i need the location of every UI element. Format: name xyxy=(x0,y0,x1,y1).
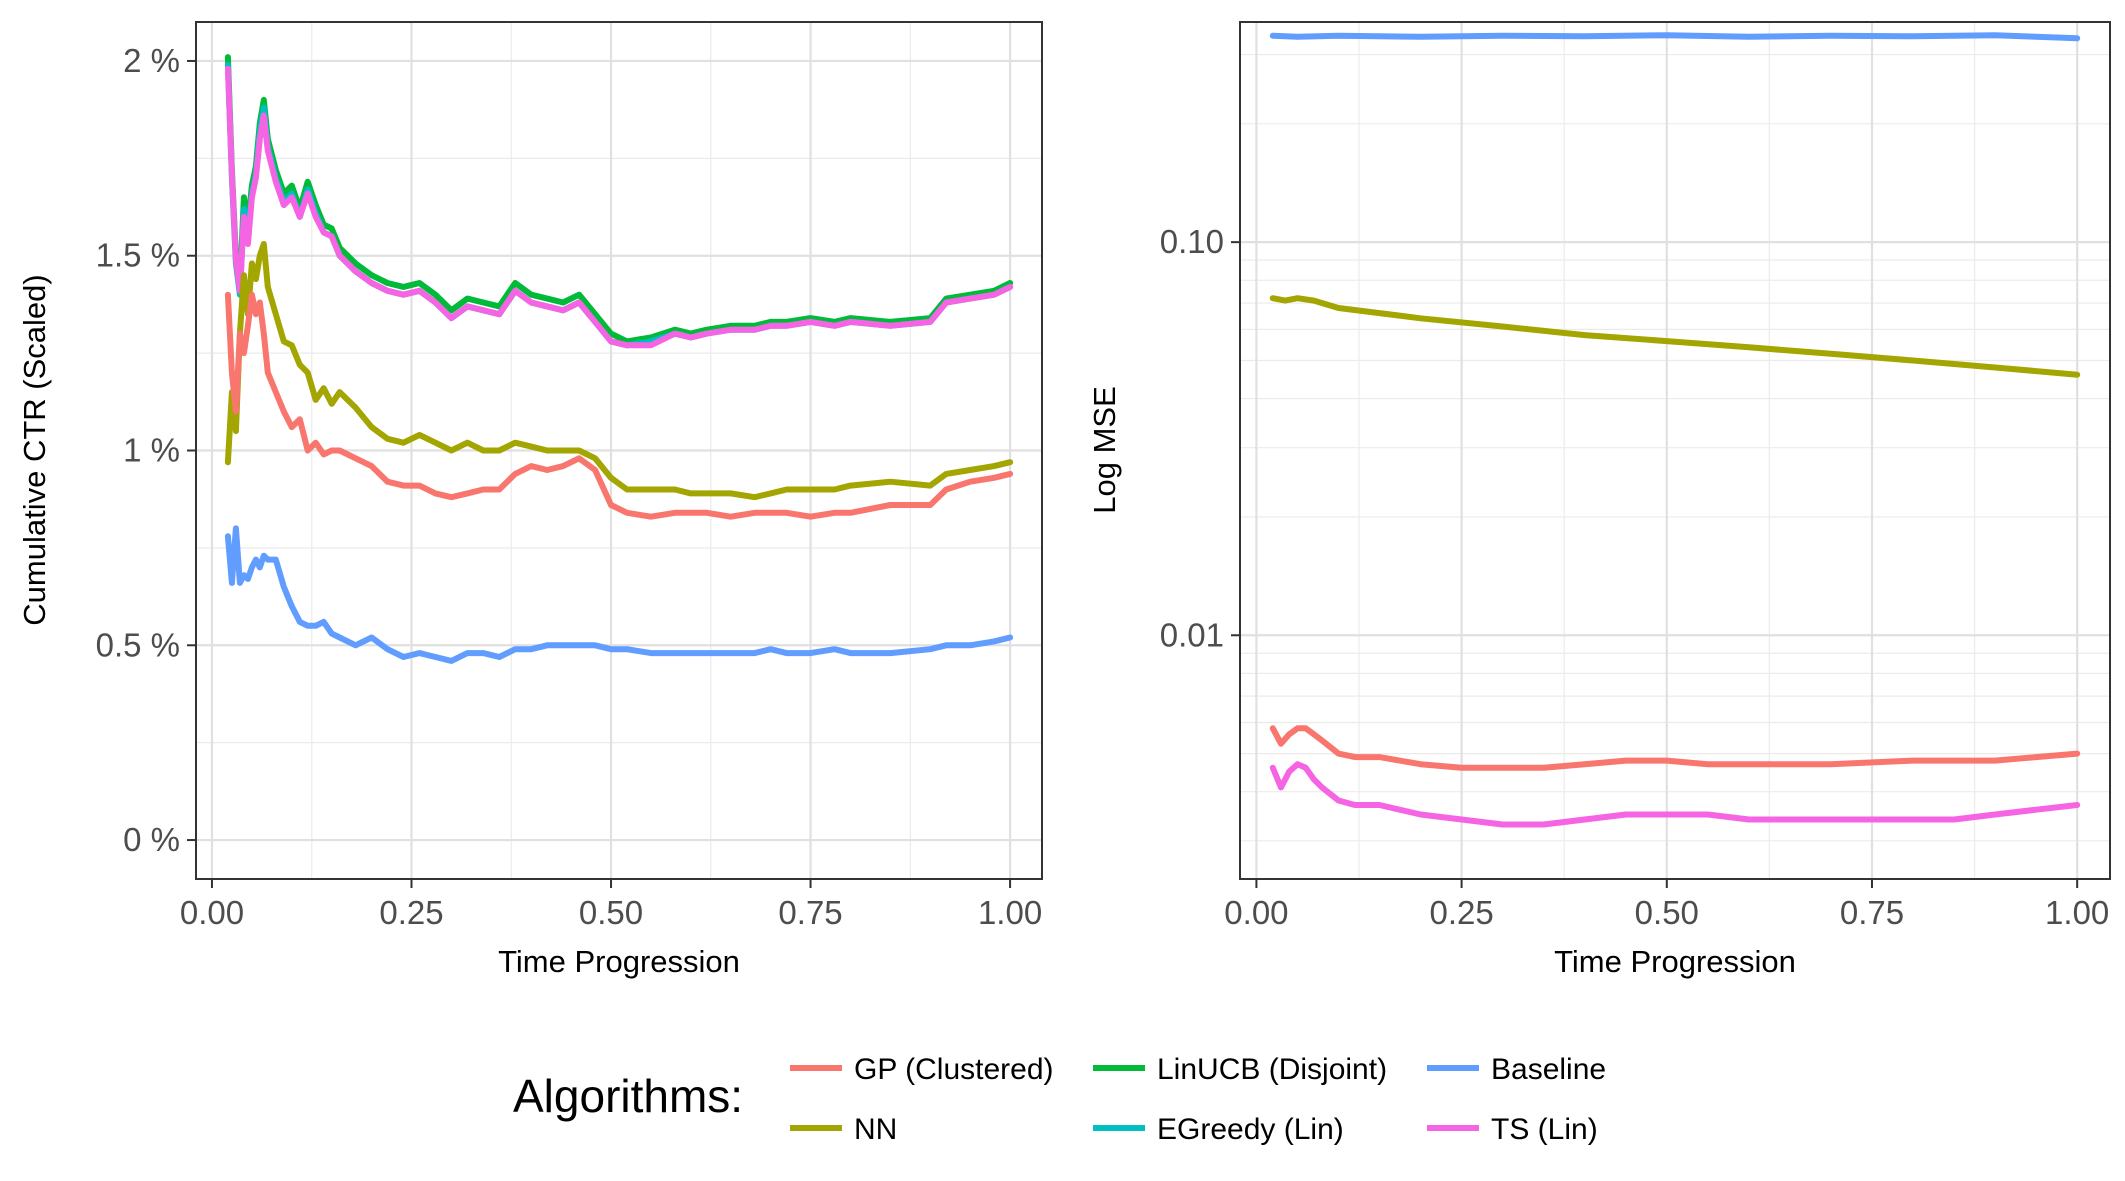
legend-item-ts-lin: TS (Lin) xyxy=(1427,1113,1598,1146)
ctr-panel: 0.00 0.25 0.50 0.75 1.000 %0.5 %1 %1.5 %2 % … xyxy=(17,21,1043,979)
legend-label: Baseline xyxy=(1491,1053,1606,1086)
ctr-y-tick-label: 2 % xyxy=(123,42,180,79)
mse-series-gp-clustered xyxy=(1269,725,2081,771)
legend-title: Algorithms: xyxy=(513,1070,743,1122)
legend-item-gp-clustered: GP (Clustered) xyxy=(790,1053,1054,1086)
ctr-y-axis-title: Cumulative CTR (Scaled) xyxy=(17,274,52,625)
mse-series-nn xyxy=(1269,295,2081,378)
legend-label: EGreedy (Lin) xyxy=(1157,1113,1344,1146)
ctr-x-tick-label: 1.00 xyxy=(978,894,1042,931)
mse-panel: 0.00 0.25 0.50 0.75 1.00 0.01 0.10 Time Progre… xyxy=(1087,21,2111,979)
ctr-x-tick-label: 0.00 xyxy=(180,894,244,931)
legend-item-linucb-disjoint: LinUCB (Disjoint) xyxy=(1093,1053,1387,1086)
mse-x-tick-label: 0.25 xyxy=(1429,894,1493,931)
ctr-series-ts-lin xyxy=(224,65,1014,349)
legend-label: GP (Clustered) xyxy=(854,1053,1054,1086)
ctr-series-nn xyxy=(224,241,1014,501)
legend-label: NN xyxy=(854,1113,897,1146)
ctr-series xyxy=(224,54,1014,664)
legend-label: LinUCB (Disjoint) xyxy=(1157,1053,1387,1086)
legend-item-baseline: Baseline xyxy=(1427,1053,1606,1086)
legend-items: GP (Clustered) LinUCB (Disjoint) Baseline N… xyxy=(790,1053,1606,1146)
ctr-y-tick-label: 1.5 % xyxy=(96,237,180,274)
mse-y-axis-title: Log MSE xyxy=(1087,386,1122,514)
mse-series-baseline xyxy=(1269,32,2081,42)
mse-x-axis-title: Time Progression xyxy=(1554,944,1796,979)
ctr-series-linucb-disjoint xyxy=(224,54,1014,345)
ctr-axis-ticks: 0.00 0.25 0.50 0.75 1.00 0 % 0.5 % 1 % 1.5 % 2 % xyxy=(96,42,1043,931)
mse-x-tick-label: 0.00 xyxy=(1224,894,1288,931)
mse-series xyxy=(1269,32,2081,828)
mse-x-tick-label: 0.75 xyxy=(1840,894,1904,931)
ctr-series-gp-clustered xyxy=(224,291,1014,520)
ctr-series-baseline xyxy=(224,525,1014,664)
mse-series-ts-lin xyxy=(1269,761,2081,828)
legend-label: TS (Lin) xyxy=(1491,1113,1598,1146)
mse-axis-ticks: 0.00 0.25 0.50 0.75 1.00 0.01 0.10 xyxy=(1160,223,2110,931)
ctr-x-axis-title: Time Progression xyxy=(498,944,740,979)
ctr-y-tick-label: 0.5 % xyxy=(96,626,180,663)
mse-x-tick-label: 1.00 xyxy=(2045,894,2109,931)
ctr-x-tick-label: 0.75 xyxy=(778,894,842,931)
ctr-grid xyxy=(196,22,1042,879)
mse-plot-area xyxy=(1240,22,2110,879)
mse-grid xyxy=(1240,22,2110,879)
ctr-y-tick-label: 1 % xyxy=(123,432,180,469)
mse-y-tick-label: 0.01 xyxy=(1160,616,1224,653)
mse-y-tick-label: 0.10 xyxy=(1160,223,1224,260)
legend-item-nn: NN xyxy=(790,1113,897,1146)
mse-x-tick-label: 0.50 xyxy=(1635,894,1699,931)
legend: Algorithms: GP (Clustered) LinUCB (Disjoi… xyxy=(513,1053,1606,1146)
mse-panel-border xyxy=(1239,21,2111,880)
ctr-x-tick-label: 0.25 xyxy=(379,894,443,931)
legend-item-egreedy-lin: EGreedy (Lin) xyxy=(1093,1113,1344,1146)
ctr-y-tick-label: 0 % xyxy=(123,821,180,858)
ctr-x-tick-label: 0.50 xyxy=(579,894,643,931)
